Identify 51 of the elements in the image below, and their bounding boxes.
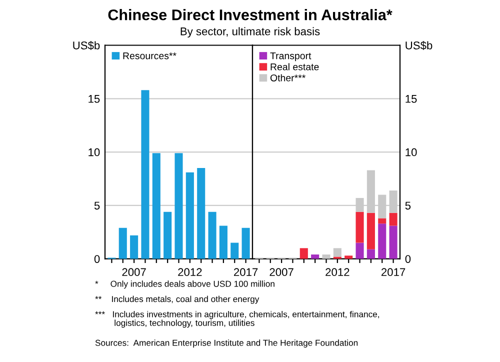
y-tick-label: 5 xyxy=(94,202,100,210)
y-tick-label: 10 xyxy=(88,148,100,156)
y2-tick-label: 0 xyxy=(405,255,411,263)
bar xyxy=(242,228,250,259)
y2-tick-label: US$b xyxy=(406,41,432,50)
source-note: Sources: American Enterprise Institute and The Heritage Foundation xyxy=(95,340,358,348)
bar xyxy=(322,254,330,259)
legend-label: Transport xyxy=(270,52,312,62)
x-tick-label: 2007 xyxy=(270,268,294,276)
bar xyxy=(130,235,138,259)
bar xyxy=(164,212,172,259)
bar xyxy=(174,153,183,259)
bar xyxy=(356,212,364,243)
bar xyxy=(356,242,364,259)
bar xyxy=(197,168,206,259)
bar xyxy=(366,249,375,259)
bar xyxy=(219,226,228,259)
y2-tick-label: 15 xyxy=(406,95,417,103)
bar xyxy=(344,256,353,259)
bar xyxy=(378,224,386,259)
x-tick-label: 2012 xyxy=(178,268,202,276)
y2-tick-label: 10 xyxy=(406,148,417,156)
bar xyxy=(378,218,386,224)
chart-title: Chinese Direct Investment in Australia* xyxy=(108,9,392,20)
legend-label: Other*** xyxy=(270,74,306,82)
bar xyxy=(208,212,216,259)
bar xyxy=(300,248,308,259)
legend-label: Real estate xyxy=(270,63,319,70)
bar xyxy=(230,242,239,259)
y-tick-label: 15 xyxy=(88,95,100,103)
bar xyxy=(118,228,127,259)
x-tick-label: 2012 xyxy=(326,268,350,276)
bar xyxy=(311,254,320,259)
legend-label: Resources** xyxy=(123,52,176,60)
bar xyxy=(389,226,398,259)
bar xyxy=(141,90,150,259)
chart-subtitle: By sector, ultimate risk basis xyxy=(180,27,320,38)
x-tick-label: 2017 xyxy=(234,268,258,276)
y-tick-label: 0 xyxy=(94,255,100,263)
text: ** Includes metals, coal and other energy xyxy=(95,296,260,304)
x-tick-label: 2017 xyxy=(381,268,406,276)
bar xyxy=(389,212,398,226)
bar xyxy=(186,172,194,259)
bar xyxy=(366,212,375,250)
bar xyxy=(333,248,342,257)
x-tick-label: 2007 xyxy=(122,268,146,276)
bar xyxy=(152,153,160,259)
text: * Only includes deals above USD 100 million xyxy=(95,280,274,289)
text: *** Includes investments in agriculture, chemicals, entertainment, finance, logistics, technology, tourism, utilities xyxy=(95,310,380,328)
y-tick-label: US$b xyxy=(73,41,100,50)
y2-tick-label: 5 xyxy=(405,202,411,210)
